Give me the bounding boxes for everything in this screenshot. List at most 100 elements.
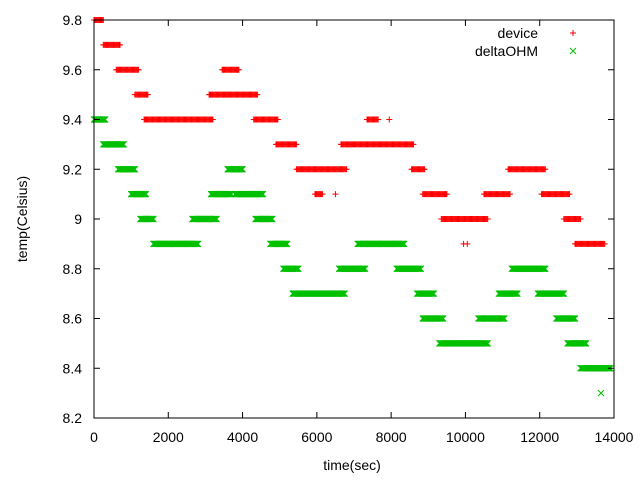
- deltaohm-point: [597, 389, 605, 397]
- deltaohm-point: [571, 315, 579, 322]
- x-tick-label: 4000: [227, 429, 258, 445]
- device-point: [386, 116, 393, 123]
- y-tick-label: 9.8: [63, 12, 83, 28]
- deltaohm-point: [236, 165, 244, 173]
- deltaohm-point: [398, 240, 406, 248]
- deltaohm-point: [417, 265, 425, 273]
- deltaohm-point: [119, 141, 127, 148]
- x-tick-label: 2000: [153, 429, 184, 445]
- legend-label-deltaohm: deltaOHM: [475, 43, 538, 59]
- deltaohm-point: [539, 265, 546, 273]
- y-axis-label: temp(Celsius): [14, 176, 30, 262]
- plot-frame: [93, 19, 615, 419]
- y-tick-label: 9.2: [63, 161, 83, 177]
- legend-marker-device-glyph: [570, 30, 576, 36]
- device-point: [117, 41, 123, 48]
- deltaohm-point: [438, 315, 446, 322]
- device-point: [254, 91, 261, 98]
- x-tick-label: 6000: [301, 429, 332, 445]
- deltaohm-point: [239, 165, 246, 173]
- deltaohm-point: [437, 315, 444, 322]
- deltaohm-point: [484, 340, 492, 347]
- deltaohm-point: [141, 190, 149, 198]
- deltaohm-point: [604, 364, 611, 372]
- deltaohm-point: [140, 190, 148, 198]
- deltaohm-point: [99, 116, 107, 123]
- x-tick-label: 0: [90, 429, 98, 445]
- legend-marker-deltaohm: [569, 47, 577, 55]
- y-tick-label: 8.4: [63, 360, 83, 376]
- deltaohm-point: [266, 215, 273, 223]
- device-point: [235, 66, 242, 73]
- y-tick-label: 8.6: [63, 311, 83, 327]
- device-point: [375, 116, 382, 123]
- deltaohm-point: [139, 190, 147, 198]
- deltaohm-point: [580, 340, 587, 347]
- deltaohm-point: [514, 290, 521, 297]
- deltaohm-point: [498, 315, 505, 322]
- deltaohm-point: [580, 340, 588, 347]
- deltaohm-point: [292, 265, 299, 273]
- legend-marker-deltaohm-glyph: [569, 47, 577, 55]
- deltaohm-point: [293, 265, 300, 273]
- deltaohm-point: [147, 215, 154, 223]
- plot-marks: [90, 17, 614, 397]
- deltaohm-point: [415, 265, 423, 273]
- deltaohm-point: [128, 165, 136, 173]
- device-point: [209, 116, 216, 123]
- deltaohm-point: [558, 290, 566, 297]
- series-deltaohm: [90, 116, 614, 397]
- deltaohm-point: [359, 265, 366, 273]
- device-point: [542, 166, 549, 173]
- deltaohm-point: [267, 215, 274, 223]
- series-device: [91, 17, 608, 247]
- device-point: [293, 141, 300, 148]
- device-point: [421, 166, 428, 173]
- x-tick-label: 10000: [446, 429, 485, 445]
- device-point: [601, 240, 608, 247]
- device-point: [443, 191, 450, 198]
- deltaohm-point: [338, 290, 346, 297]
- deltaohm-point: [359, 265, 367, 273]
- device-point: [319, 191, 326, 198]
- deltaohm-point: [483, 340, 491, 347]
- device-point: [410, 141, 417, 148]
- deltaohm-point: [259, 190, 267, 198]
- deltaohm-point: [237, 165, 245, 173]
- deltaohm-point: [427, 290, 435, 297]
- deltaohm-point: [238, 165, 245, 173]
- deltaohm-point: [213, 215, 220, 223]
- deltaohm-point: [482, 340, 490, 347]
- deltaohm-point: [131, 165, 139, 173]
- deltaohm-point: [540, 265, 547, 273]
- deltaohm-point: [129, 165, 137, 173]
- x-axis-label: time(sec): [323, 457, 381, 473]
- deltaohm-point: [340, 290, 348, 297]
- deltaohm-point: [294, 265, 302, 273]
- deltaohm-point: [500, 315, 507, 322]
- deltaohm-point: [399, 240, 407, 248]
- device-point: [274, 116, 281, 123]
- deltaohm-point: [557, 290, 565, 297]
- deltaohm-point: [130, 165, 138, 173]
- deltaohm-point: [541, 265, 548, 273]
- y-tick-label: 8.8: [63, 261, 83, 277]
- deltaohm-point: [191, 240, 199, 248]
- device-point: [343, 166, 350, 173]
- deltaohm-point: [193, 240, 201, 248]
- device-point: [566, 191, 573, 198]
- device-point: [144, 91, 151, 98]
- deltaohm-point: [513, 290, 520, 297]
- deltaohm-point: [439, 315, 447, 322]
- deltaohm-point: [541, 265, 549, 273]
- deltaohm-point: [568, 315, 576, 322]
- deltaohm-point: [499, 315, 506, 322]
- deltaohm-point: [101, 116, 109, 123]
- deltaohm-point: [360, 265, 368, 273]
- deltaohm-point: [501, 315, 508, 322]
- deltaohm-point: [148, 215, 155, 223]
- deltaohm-point: [225, 190, 232, 198]
- deltaohm-point: [437, 315, 445, 322]
- deltaohm-point: [281, 240, 288, 248]
